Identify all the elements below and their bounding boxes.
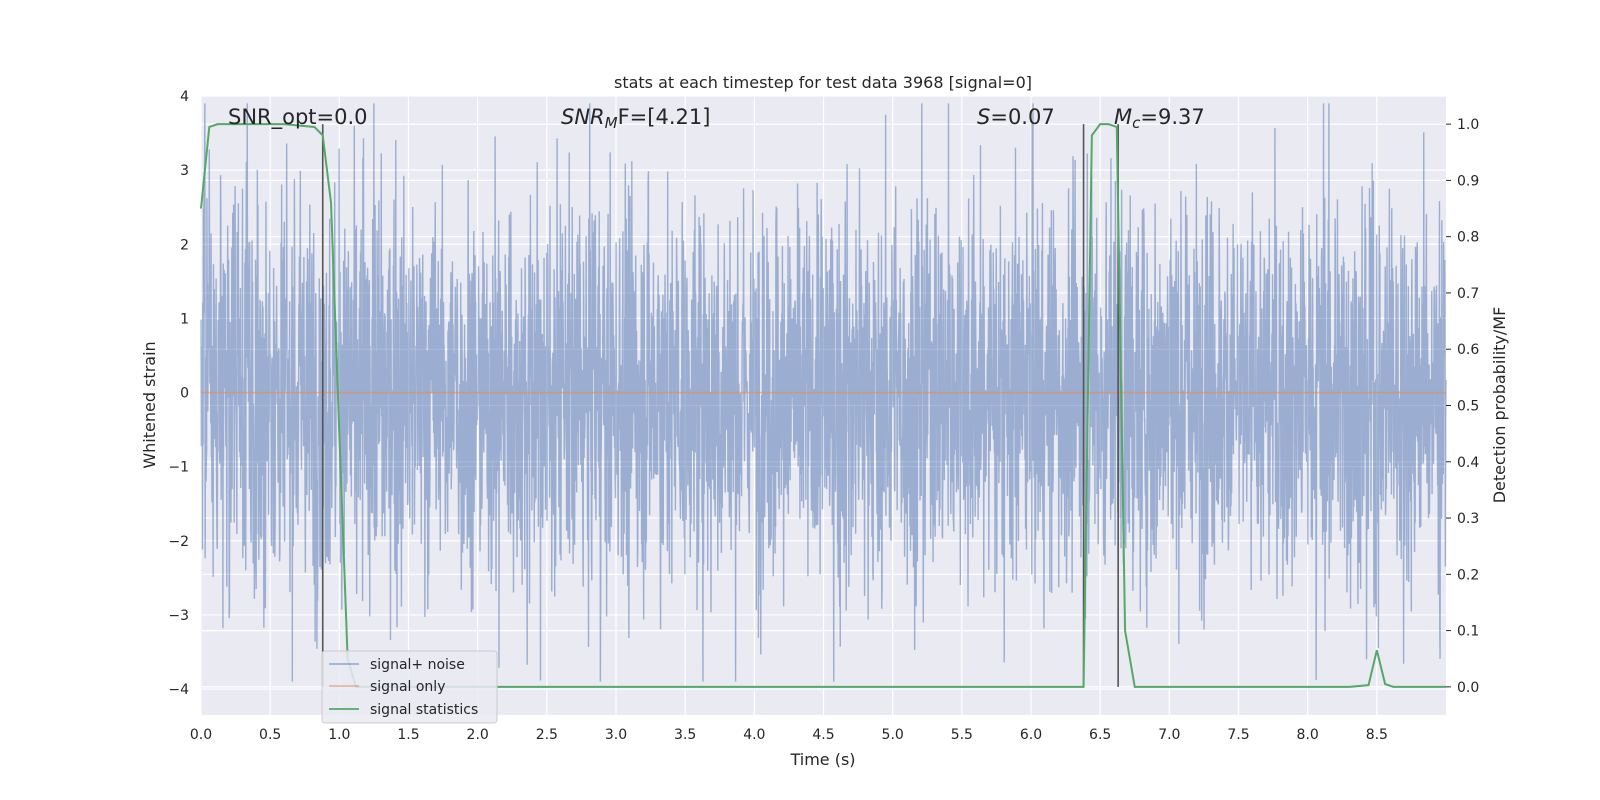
chart-title: stats at each timestep for test data 396… (614, 73, 1032, 92)
legend-label-signal-only: signal only (370, 679, 445, 695)
legend-box (321, 650, 498, 724)
y-left-tick-0: 4 (180, 89, 189, 105)
y-left-tick-3: 1 (180, 311, 189, 327)
annotation-snr-mf-rest: F=[4.21] (618, 105, 711, 129)
signal-statistics-series (200, 123, 1446, 688)
annotation-s: S=0.07 (977, 105, 1055, 129)
annotation-mc-var: M (1114, 105, 1132, 129)
annotation-snr-mf-var: SNR (561, 105, 605, 129)
y-left-tick-labels: 4 3 2 1 0 −1 −2 −3 −4 (168, 89, 189, 698)
signal-noise-line (200, 103, 1447, 682)
x-tick-1: 0.5 (259, 727, 281, 743)
x-tick-11: 5.5 (951, 727, 973, 743)
y-right-tick-6: 0.4 (1457, 455, 1479, 471)
x-tick-0: 0.0 (190, 727, 212, 743)
annotation-snr-opt: SNR_opt=0.0 (228, 105, 368, 130)
annotation-snr-mf-sub: M (605, 114, 618, 132)
y-left-tick-8: −4 (168, 682, 189, 698)
y-right-tick-5: 0.5 (1457, 399, 1479, 415)
signal-statistics-line (200, 123, 1446, 688)
x-tick-16: 8.0 (1297, 727, 1319, 743)
x-tick-5: 2.5 (536, 727, 558, 743)
annotation-s-val: =0.07 (990, 105, 1054, 129)
y-right-tick-labels: 1.0 0.9 0.8 0.7 0.6 0.5 0.4 0.3 0.2 0.1 0.0 (1446, 117, 1479, 696)
y-right-tick-3: 0.7 (1457, 286, 1479, 302)
x-tick-12: 6.0 (1020, 727, 1042, 743)
legend-label-signal-statistics: signal statistics (370, 702, 478, 718)
annotation-mc-sub: c (1132, 114, 1141, 132)
annotation-snr-mf: SNRMF=[4.21] (561, 105, 710, 132)
x-tick-4: 2.0 (467, 727, 489, 743)
y-right-tick-7: 0.3 (1457, 511, 1479, 527)
x-tick-7: 3.5 (674, 727, 696, 743)
x-tick-14: 7.0 (1158, 727, 1180, 743)
y-left-tick-7: −3 (168, 608, 189, 624)
y-right-tick-9: 0.1 (1457, 624, 1479, 640)
x-tick-6: 3.0 (605, 727, 627, 743)
y-left-tick-5: −1 (168, 460, 189, 476)
y-right-tick-4: 0.6 (1457, 342, 1479, 358)
x-tick-2: 1.0 (328, 727, 350, 743)
x-tick-labels: 0.0 0.5 1.0 1.5 2.0 2.5 3.0 3.5 4.0 4.5 5.0 5.5 6.0 6… (190, 727, 1388, 743)
annotation-mc: Mc=9.37 (1114, 105, 1205, 132)
signal-noise-series (200, 103, 1447, 682)
x-axis-label: Time (s) (789, 750, 855, 769)
y-right-tick-8: 0.2 (1457, 567, 1479, 583)
y-left-tick-6: −2 (168, 534, 189, 550)
y-left-tick-1: 3 (180, 163, 189, 179)
y-right-tick-0: 1.0 (1457, 117, 1479, 133)
annotation-mc-val: =9.37 (1140, 105, 1204, 129)
y-axis-label-right: Detection probability/MF (1490, 307, 1509, 504)
legend: signal+ noise signal only signal statist… (321, 650, 498, 724)
x-tick-17: 8.5 (1366, 727, 1388, 743)
y-left-tick-2: 2 (180, 237, 189, 253)
y-right-tick-2: 0.8 (1457, 230, 1479, 246)
annotation-s-var: S (977, 105, 990, 129)
x-tick-8: 4.0 (743, 727, 765, 743)
x-tick-3: 1.5 (397, 727, 419, 743)
y-right-tick-1: 0.9 (1457, 173, 1479, 189)
legend-label-signal-noise: signal+ noise (370, 657, 465, 673)
x-tick-9: 4.5 (812, 727, 834, 743)
y-axis-label-left: Whitened strain (140, 341, 159, 468)
x-tick-10: 5.0 (882, 727, 904, 743)
x-tick-15: 7.5 (1227, 727, 1249, 743)
y-left-tick-4: 0 (180, 386, 189, 402)
x-tick-13: 6.5 (1089, 727, 1111, 743)
y-right-tick-10: 0.0 (1457, 680, 1479, 696)
